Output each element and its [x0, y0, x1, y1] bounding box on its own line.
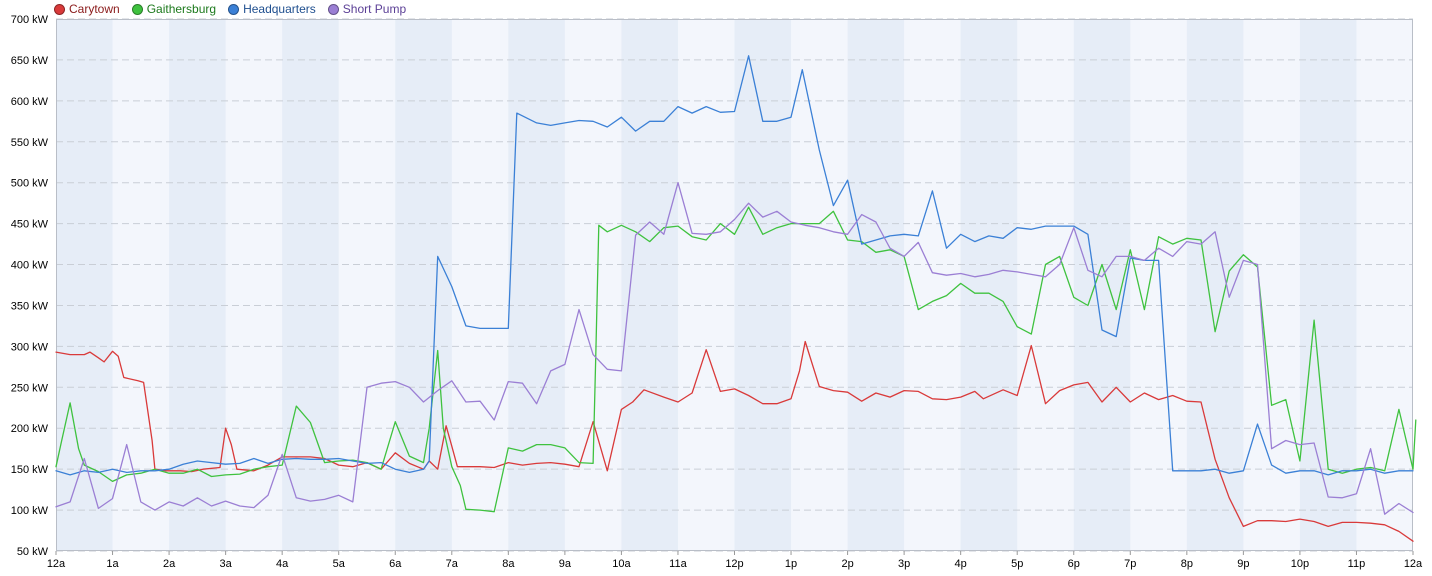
x-tick-label: 4a: [276, 558, 289, 570]
series-line-gaithersburg: [55, 206, 1417, 513]
y-tick-label: 600 kW: [11, 96, 49, 108]
legend-item-gaithersburg[interactable]: Gaithersburg: [131, 2, 217, 16]
y-tick-label: 400 kW: [11, 260, 49, 272]
y-tick-label: 200 kW: [11, 423, 49, 435]
x-tick-label: 10a: [612, 558, 631, 570]
x-tick-label: 4p: [955, 558, 967, 570]
y-tick-label: 50 kW: [17, 546, 49, 558]
legend-swatch-icon: [228, 3, 240, 15]
y-tick-label: 500 kW: [11, 178, 49, 190]
y-tick-label: 350 kW: [11, 300, 49, 312]
legend-item-short-pump[interactable]: Short Pump: [327, 2, 407, 16]
x-tick-label: 11a: [669, 558, 687, 570]
x-tick-label: 8a: [502, 558, 515, 570]
y-tick-label: 250 kW: [11, 382, 49, 394]
legend-item-headquarters[interactable]: Headquarters: [228, 2, 316, 16]
x-tick-label: 7p: [1124, 558, 1136, 570]
y-tick-label: 300 kW: [11, 341, 49, 353]
x-tick-label: 7a: [446, 558, 459, 570]
x-tick-label: 6a: [389, 558, 402, 570]
legend-swatch-icon: [327, 3, 339, 15]
legend-label: Gaithersburg: [146, 2, 217, 16]
x-tick-label: 12a: [47, 558, 66, 570]
series-line-short-pump: [55, 182, 1414, 515]
x-tick-label: 2a: [163, 558, 176, 570]
hour-band: [56, 19, 113, 551]
x-tick-label: 8p: [1181, 558, 1193, 570]
hour-band: [282, 19, 339, 551]
x-tick-label: 3a: [220, 558, 233, 570]
legend-label: Carytown: [69, 2, 120, 16]
y-tick-label: 450 kW: [11, 219, 49, 231]
x-tick-label: 9p: [1237, 558, 1249, 570]
legend-label: Headquarters: [243, 2, 316, 16]
chart-legend: Carytown Gaithersburg Headquarters Short Pu…: [54, 1, 406, 17]
x-tick-label: 6p: [1068, 558, 1080, 570]
y-tick-label: 700 kW: [11, 14, 49, 26]
series-line-carytown: [55, 340, 1414, 542]
y-tick-label: 150 kW: [11, 464, 49, 476]
x-tick-label: 3p: [898, 558, 910, 570]
legend-swatch-icon: [131, 3, 143, 15]
plot-border: [56, 19, 1413, 551]
legend-swatch-icon: [54, 3, 65, 15]
legend-label: Short Pump: [342, 2, 407, 16]
x-tick-label: 5p: [1011, 558, 1023, 570]
legend-item-carytown[interactable]: Carytown: [54, 2, 120, 16]
hour-band: [169, 19, 226, 551]
x-tick-label: 2p: [841, 558, 853, 570]
x-tick-label: 10p: [1291, 558, 1309, 570]
x-tick-label: 5a: [333, 558, 346, 570]
x-tick-label: 1p: [785, 558, 797, 570]
x-tick-label: 9a: [559, 558, 572, 570]
series-line-headquarters: [55, 55, 1414, 476]
x-tick-label: 12a: [1404, 558, 1423, 570]
hour-band: [960, 19, 1018, 551]
hour-band: [847, 19, 905, 551]
hour-band: [508, 19, 565, 551]
y-tick-label: 550 kW: [11, 137, 49, 149]
hour-band: [1073, 19, 1131, 551]
y-tick-label: 100 kW: [11, 505, 49, 517]
x-tick-label: 11p: [1348, 558, 1366, 570]
x-tick-label: 12p: [725, 558, 743, 570]
y-tick-label: 650 kW: [11, 55, 49, 67]
hour-band: [734, 19, 792, 551]
x-tick-label: 1a: [106, 558, 119, 570]
